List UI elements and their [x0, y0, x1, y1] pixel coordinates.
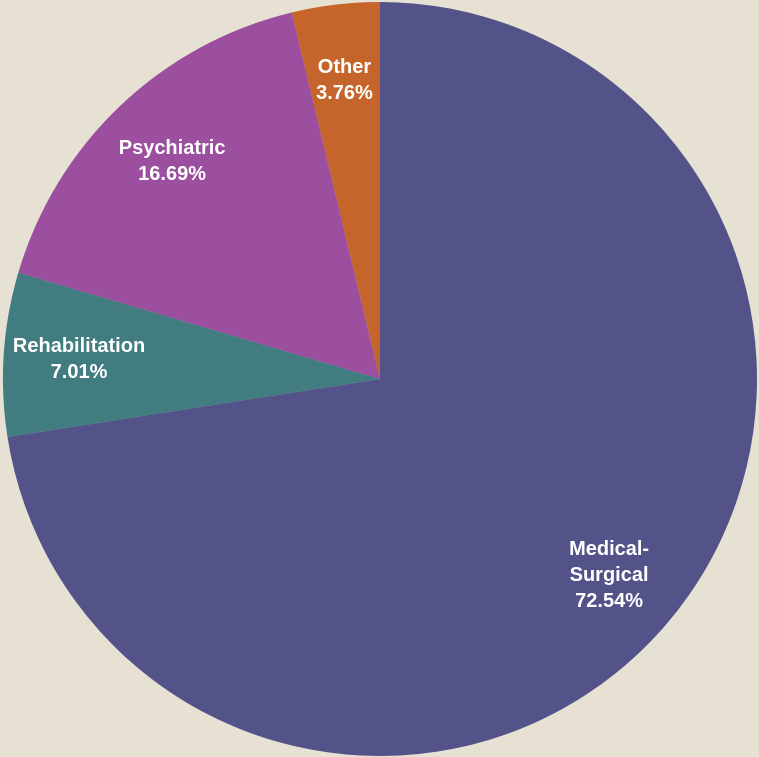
slice-label: Other 3.76%	[316, 54, 373, 106]
value-label: 72.54%	[575, 590, 643, 613]
slice-label: Psychiatric 16.69%	[119, 135, 226, 187]
pie-slice	[2, 272, 380, 438]
pie-slice	[18, 12, 380, 379]
slice-label: Rehabilitation 7.01%	[13, 333, 145, 385]
category-label: Psychiatric	[118, 136, 226, 159]
value-label: 7.01%	[50, 361, 108, 384]
pie-slice	[7, 2, 758, 756]
value-label: 3.76%	[316, 81, 373, 104]
slice-label: Medical-Surgical 72.54%	[544, 536, 674, 614]
category-label: Medical-Surgical	[569, 538, 650, 587]
category-label: Rehabilitation	[12, 335, 146, 358]
pie-slice	[291, 2, 380, 379]
category-label: Other	[317, 55, 372, 78]
value-label: 16.69%	[138, 162, 207, 185]
